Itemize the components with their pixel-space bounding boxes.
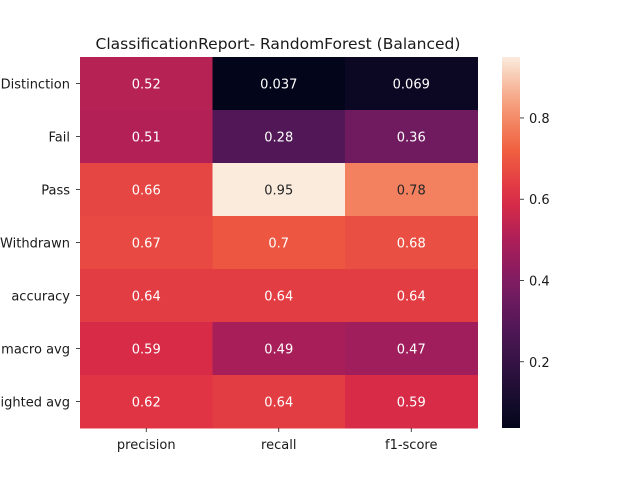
cell-value-label-4-2: 0.64 bbox=[397, 290, 426, 305]
y-tick-labels: Distinction Fail Pass Withdrawn accuracy macr… bbox=[0, 78, 80, 411]
colorbar-tick-label-3: 0.8 bbox=[529, 112, 550, 127]
cell-value-label-3-0: 0.67 bbox=[132, 237, 161, 252]
colorbar-tick-label-0: 0.2 bbox=[529, 356, 550, 371]
heatmap-cell-1-0 bbox=[80, 110, 213, 164]
cell-value-label-4-1: 0.64 bbox=[264, 290, 293, 305]
heatmap-cell-4-2 bbox=[345, 269, 478, 323]
heatmap-cell-1-1 bbox=[212, 110, 346, 164]
heatmap-cell-6-1 bbox=[212, 375, 346, 429]
colorbar: 0.2 0.4 0.6 0.8 bbox=[502, 57, 550, 428]
heatmap-cells: 0.52 0.037 0.069 0.51 0.28 0.36 0.66 0.95 0.78 0.… bbox=[80, 57, 478, 429]
cell-value-label-5-1: 0.49 bbox=[264, 343, 293, 358]
cell-value-label-6-0: 0.62 bbox=[132, 396, 161, 411]
colorbar-tick-label-1: 0.4 bbox=[529, 274, 550, 289]
chart-title: ClassificationReport- RandomForest (Bala… bbox=[96, 35, 461, 53]
y-tick-label-2: Pass bbox=[41, 184, 70, 199]
cell-value-label-1-0: 0.51 bbox=[132, 131, 161, 146]
cell-value-label-2-0: 0.66 bbox=[132, 184, 161, 199]
y-tick-label-4: accuracy bbox=[11, 290, 70, 305]
x-tick-label-0: precision bbox=[117, 438, 176, 453]
cell-value-label-3-1: 0.7 bbox=[268, 237, 289, 252]
cell-value-label-2-1: 0.95 bbox=[264, 184, 293, 199]
cell-value-label-1-2: 0.36 bbox=[397, 131, 426, 146]
cell-value-label-0-2: 0.069 bbox=[393, 78, 430, 93]
heatmap-cell-4-0 bbox=[80, 269, 213, 323]
x-tick-label-2: f1-score bbox=[385, 438, 437, 453]
heatmap-cell-5-0 bbox=[80, 322, 213, 376]
heatmap-cell-0-1 bbox=[212, 57, 346, 111]
cell-value-label-0-1: 0.037 bbox=[260, 78, 297, 93]
heatmap-cell-0-2 bbox=[345, 57, 478, 111]
heatmap-cell-2-1 bbox=[212, 163, 346, 217]
y-tick-label-3: Withdrawn bbox=[0, 237, 70, 252]
heatmap-cell-4-1 bbox=[212, 269, 346, 323]
y-tick-label-5: macro avg bbox=[1, 343, 70, 358]
heatmap-cell-6-0 bbox=[80, 375, 213, 429]
y-tick-label-1: Fail bbox=[49, 131, 70, 146]
y-tick-label-0: Distinction bbox=[1, 78, 70, 93]
cell-value-label-2-2: 0.78 bbox=[397, 184, 426, 199]
heatmap-cell-6-2 bbox=[345, 375, 478, 429]
heatmap-cell-0-0 bbox=[80, 57, 213, 111]
heatmap-cell-3-2 bbox=[345, 216, 478, 270]
heatmap-cell-3-1 bbox=[212, 216, 346, 270]
y-tick-label-6: ighted avg bbox=[1, 396, 71, 411]
cell-value-label-6-2: 0.59 bbox=[397, 396, 426, 411]
heatmap-cell-1-2 bbox=[345, 110, 478, 164]
cell-value-label-4-0: 0.64 bbox=[132, 290, 161, 305]
cell-value-label-5-0: 0.59 bbox=[132, 343, 161, 358]
heatmap-cell-5-2 bbox=[345, 322, 478, 376]
heatmap-cell-2-0 bbox=[80, 163, 213, 217]
cell-value-label-1-1: 0.28 bbox=[264, 131, 293, 146]
colorbar-gradient bbox=[502, 57, 520, 428]
colorbar-tick-label-2: 0.6 bbox=[529, 193, 550, 208]
cell-value-label-0-0: 0.52 bbox=[132, 78, 161, 93]
heatmap-cell-5-1 bbox=[212, 322, 346, 376]
heatmap-cell-2-2 bbox=[345, 163, 478, 217]
x-tick-label-1: recall bbox=[261, 438, 296, 453]
cell-value-label-6-1: 0.64 bbox=[264, 396, 293, 411]
heatmap-cell-3-0 bbox=[80, 216, 213, 270]
cell-value-label-5-2: 0.47 bbox=[397, 343, 426, 358]
cell-value-label-3-2: 0.68 bbox=[397, 237, 426, 252]
x-tick-labels: precision recall f1-score bbox=[117, 428, 437, 453]
